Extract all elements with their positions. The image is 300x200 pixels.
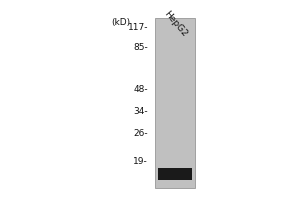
Text: 34-: 34- bbox=[134, 108, 148, 116]
Text: 48-: 48- bbox=[134, 86, 148, 95]
Text: 117-: 117- bbox=[128, 23, 148, 32]
Text: HepG2: HepG2 bbox=[162, 9, 189, 39]
Text: 19-: 19- bbox=[133, 158, 148, 166]
Text: 26-: 26- bbox=[134, 130, 148, 138]
Text: (kD): (kD) bbox=[111, 18, 130, 27]
Text: 85-: 85- bbox=[133, 44, 148, 52]
Bar bbox=[155, 18, 195, 188]
Bar bbox=[158, 168, 192, 180]
